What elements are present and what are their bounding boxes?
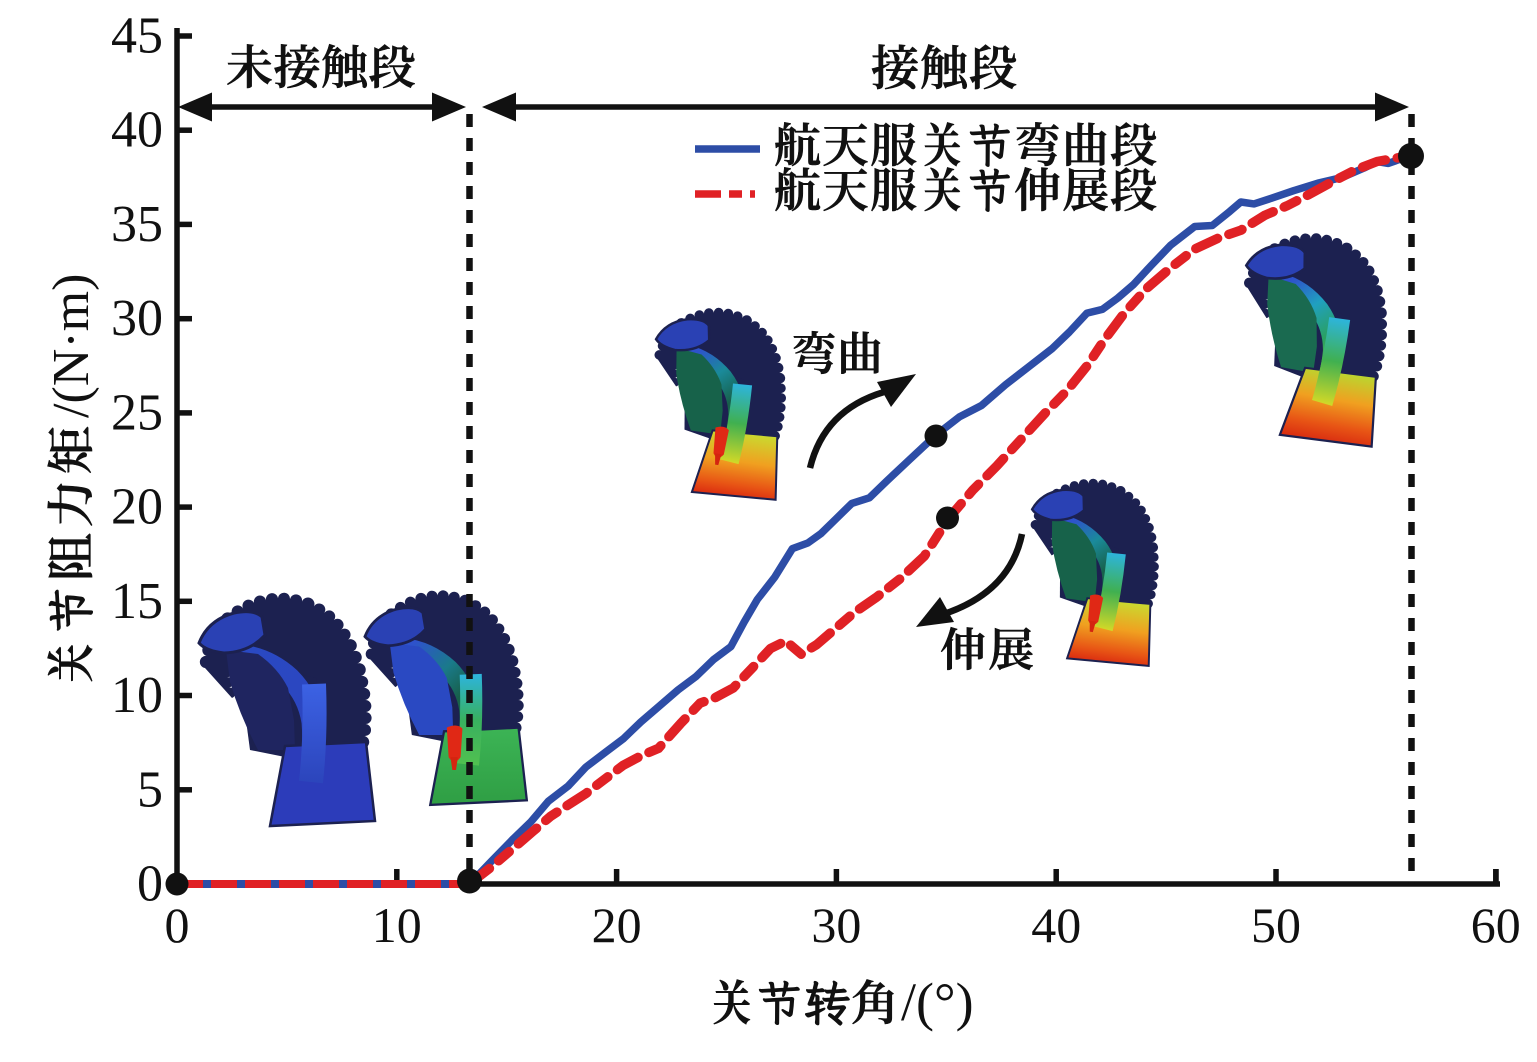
svg-text:30: 30 bbox=[811, 897, 861, 953]
svg-text:40: 40 bbox=[1031, 897, 1081, 953]
svg-text:35: 35 bbox=[111, 196, 163, 253]
svg-text:30: 30 bbox=[111, 290, 163, 347]
svg-text:60: 60 bbox=[1471, 897, 1521, 953]
svg-text:0: 0 bbox=[137, 856, 163, 913]
svg-text:0: 0 bbox=[165, 897, 190, 953]
svg-text:20: 20 bbox=[592, 897, 642, 953]
svg-text:40: 40 bbox=[111, 102, 163, 159]
svg-text:15: 15 bbox=[111, 573, 163, 630]
svg-text:10: 10 bbox=[111, 667, 163, 724]
svg-text:/(N·m): /(N·m) bbox=[43, 274, 100, 418]
svg-text:/(°): /(°) bbox=[901, 972, 974, 1032]
svg-text:50: 50 bbox=[1251, 897, 1301, 953]
svg-text:10: 10 bbox=[372, 897, 422, 953]
svg-text:20: 20 bbox=[111, 479, 163, 536]
svg-text:25: 25 bbox=[111, 384, 163, 441]
svg-text:45: 45 bbox=[111, 8, 163, 65]
svg-text:5: 5 bbox=[137, 761, 163, 818]
